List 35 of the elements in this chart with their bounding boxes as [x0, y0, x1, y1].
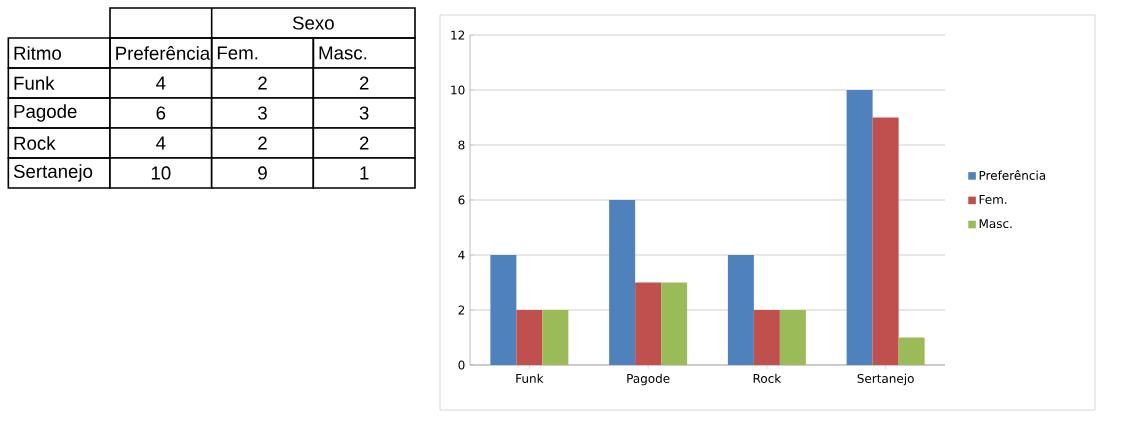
data-label: 10: [151, 166, 171, 180]
legend-label: Masc.: [979, 219, 1012, 229]
y-tick-label: 10: [451, 85, 465, 95]
data-label: 3: [258, 106, 267, 120]
x-tick-label: Pagode: [627, 373, 670, 386]
data-label: 4: [156, 76, 166, 90]
data-label: 2: [359, 136, 369, 150]
text: Ritmo: [14, 46, 62, 60]
x-tick-label: Rock: [753, 373, 782, 383]
y-tick-label: 8: [458, 140, 465, 150]
y-tick-label: Sertanejo: [13, 164, 93, 182]
y-tick-label: Pagode: [14, 104, 77, 122]
y-tick-label: Rock: [14, 136, 56, 150]
data-label: 4: [156, 136, 166, 150]
data-label: 1: [360, 166, 369, 180]
y-tick-label: 12: [451, 30, 465, 40]
y-tick-label: Funk: [14, 76, 55, 90]
x-tick-label: Fem.: [217, 46, 258, 60]
legend-label: Fem.: [979, 195, 1007, 204]
data-label: 3: [359, 106, 369, 120]
data-label: 2: [359, 76, 369, 90]
y-tick-label: 0: [458, 360, 465, 370]
data-label: 2: [258, 136, 267, 150]
x-tick-label: Funk: [516, 373, 544, 383]
y-tick-label: 4: [458, 250, 465, 260]
legend-label: Preferência: [979, 170, 1046, 180]
data-label: 2: [258, 76, 267, 90]
data-label: 9: [258, 166, 267, 180]
text: Sexo: [292, 16, 334, 30]
data-label: 6: [156, 106, 166, 120]
y-tick-label: 6: [458, 195, 465, 205]
x-tick-label: Preferência: [116, 46, 211, 60]
x-tick-label: Masc.: [319, 46, 367, 60]
y-tick-label: 2: [458, 305, 465, 315]
x-tick-label: Sertanejo: [857, 373, 914, 386]
